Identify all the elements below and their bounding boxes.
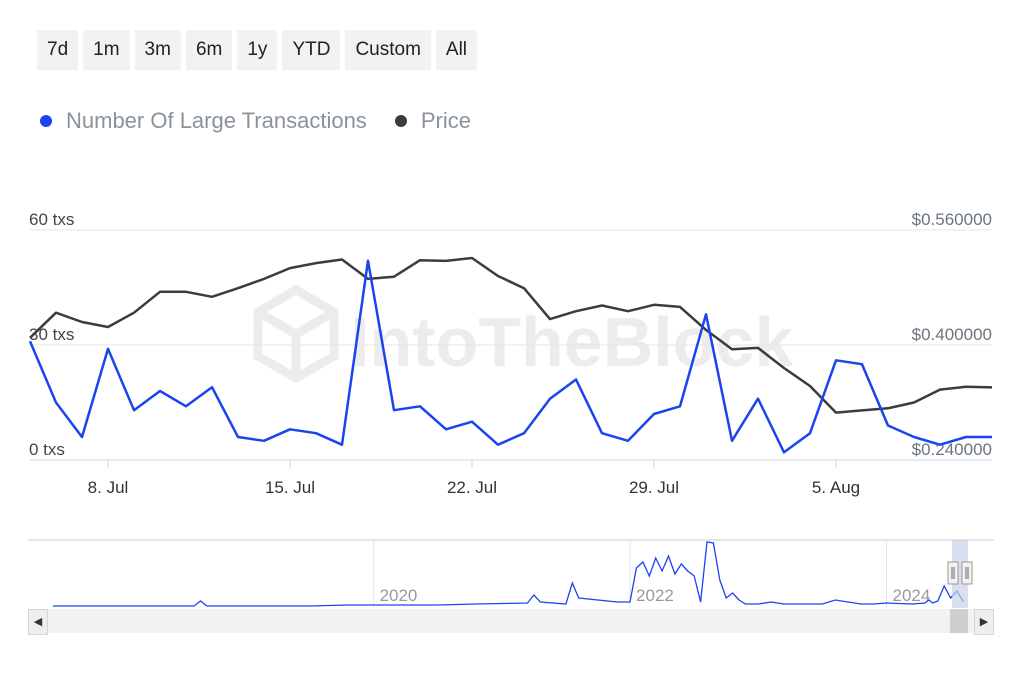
y-axis-right: $0.240000 $0.400000 $0.560000 <box>912 210 992 459</box>
navigator[interactable]: 2020 2022 2024 <box>28 539 994 608</box>
arrow-left-icon: ◀ <box>33 616 43 628</box>
x-tick-label: 22. Jul <box>447 478 497 497</box>
navigator-tick-label: 2022 <box>636 586 674 605</box>
range-button-ytd[interactable]: YTD <box>282 30 341 70</box>
transactions-line <box>28 259 992 454</box>
legend-item-transactions[interactable]: Number Of Large Transactions <box>40 108 367 134</box>
legend-label-price: Price <box>420 108 471 133</box>
watermark-logo-icon <box>253 284 339 384</box>
y-right-tick-label: $0.240000 <box>912 440 992 459</box>
chart-grid <box>30 229 992 461</box>
navigator-scrollbar-thumb[interactable] <box>950 609 968 633</box>
y-axis-left: 0 txs 30 txs 60 txs <box>29 210 74 459</box>
price-line <box>29 256 993 414</box>
x-tick-label: 15. Jul <box>265 478 315 497</box>
legend-item-price[interactable]: Price <box>394 108 471 134</box>
range-button-all[interactable]: All <box>435 30 478 70</box>
y-left-tick-label: 30 txs <box>29 325 74 344</box>
legend-label-transactions: Number Of Large Transactions <box>66 108 367 133</box>
y-left-tick-label: 60 txs <box>29 210 74 229</box>
x-tick-label: 5. Aug <box>812 478 860 497</box>
navigator-handle-right[interactable] <box>961 561 973 585</box>
watermark: IntoTheBlock <box>253 284 793 384</box>
y-right-tick-label: $0.560000 <box>912 210 992 229</box>
navigator-handle-left[interactable] <box>947 561 959 585</box>
series-lines <box>28 256 993 454</box>
navigator-tick-label: 2020 <box>380 586 418 605</box>
scroll-left-button[interactable]: ◀ <box>28 609 48 635</box>
y-right-tick-label: $0.400000 <box>912 325 992 344</box>
x-tick-label: 29. Jul <box>629 478 679 497</box>
range-button-custom[interactable]: Custom <box>345 30 431 70</box>
legend-marker-price <box>394 115 407 127</box>
navigator-scrollbar-track[interactable] <box>48 609 974 633</box>
range-selector: 7d 1m 3m 6m 1y YTD Custom All <box>37 30 478 70</box>
range-button-1y[interactable]: 1y <box>237 30 278 70</box>
y-left-tick-label: 0 txs <box>29 440 65 459</box>
chart-legend: Number Of Large Transactions Price <box>40 108 471 134</box>
navigator-series-line <box>53 541 964 607</box>
range-button-6m[interactable]: 6m <box>185 30 233 70</box>
navigator-tick-label: 2024 <box>892 586 930 605</box>
arrow-right-icon: ▶ <box>979 616 989 628</box>
range-button-3m[interactable]: 3m <box>134 30 181 70</box>
scroll-right-button[interactable]: ▶ <box>974 609 994 635</box>
legend-marker-transactions <box>40 115 52 127</box>
range-button-7d[interactable]: 7d <box>37 30 79 70</box>
range-button-1m[interactable]: 1m <box>83 30 130 70</box>
x-tick-label: 8. Jul <box>88 478 129 497</box>
watermark-text: IntoTheBlock <box>350 303 793 381</box>
x-axis: 8. Jul 15. Jul 22. Jul 29. Jul 5. Aug <box>88 460 860 497</box>
navigator-selected-range <box>952 540 968 608</box>
